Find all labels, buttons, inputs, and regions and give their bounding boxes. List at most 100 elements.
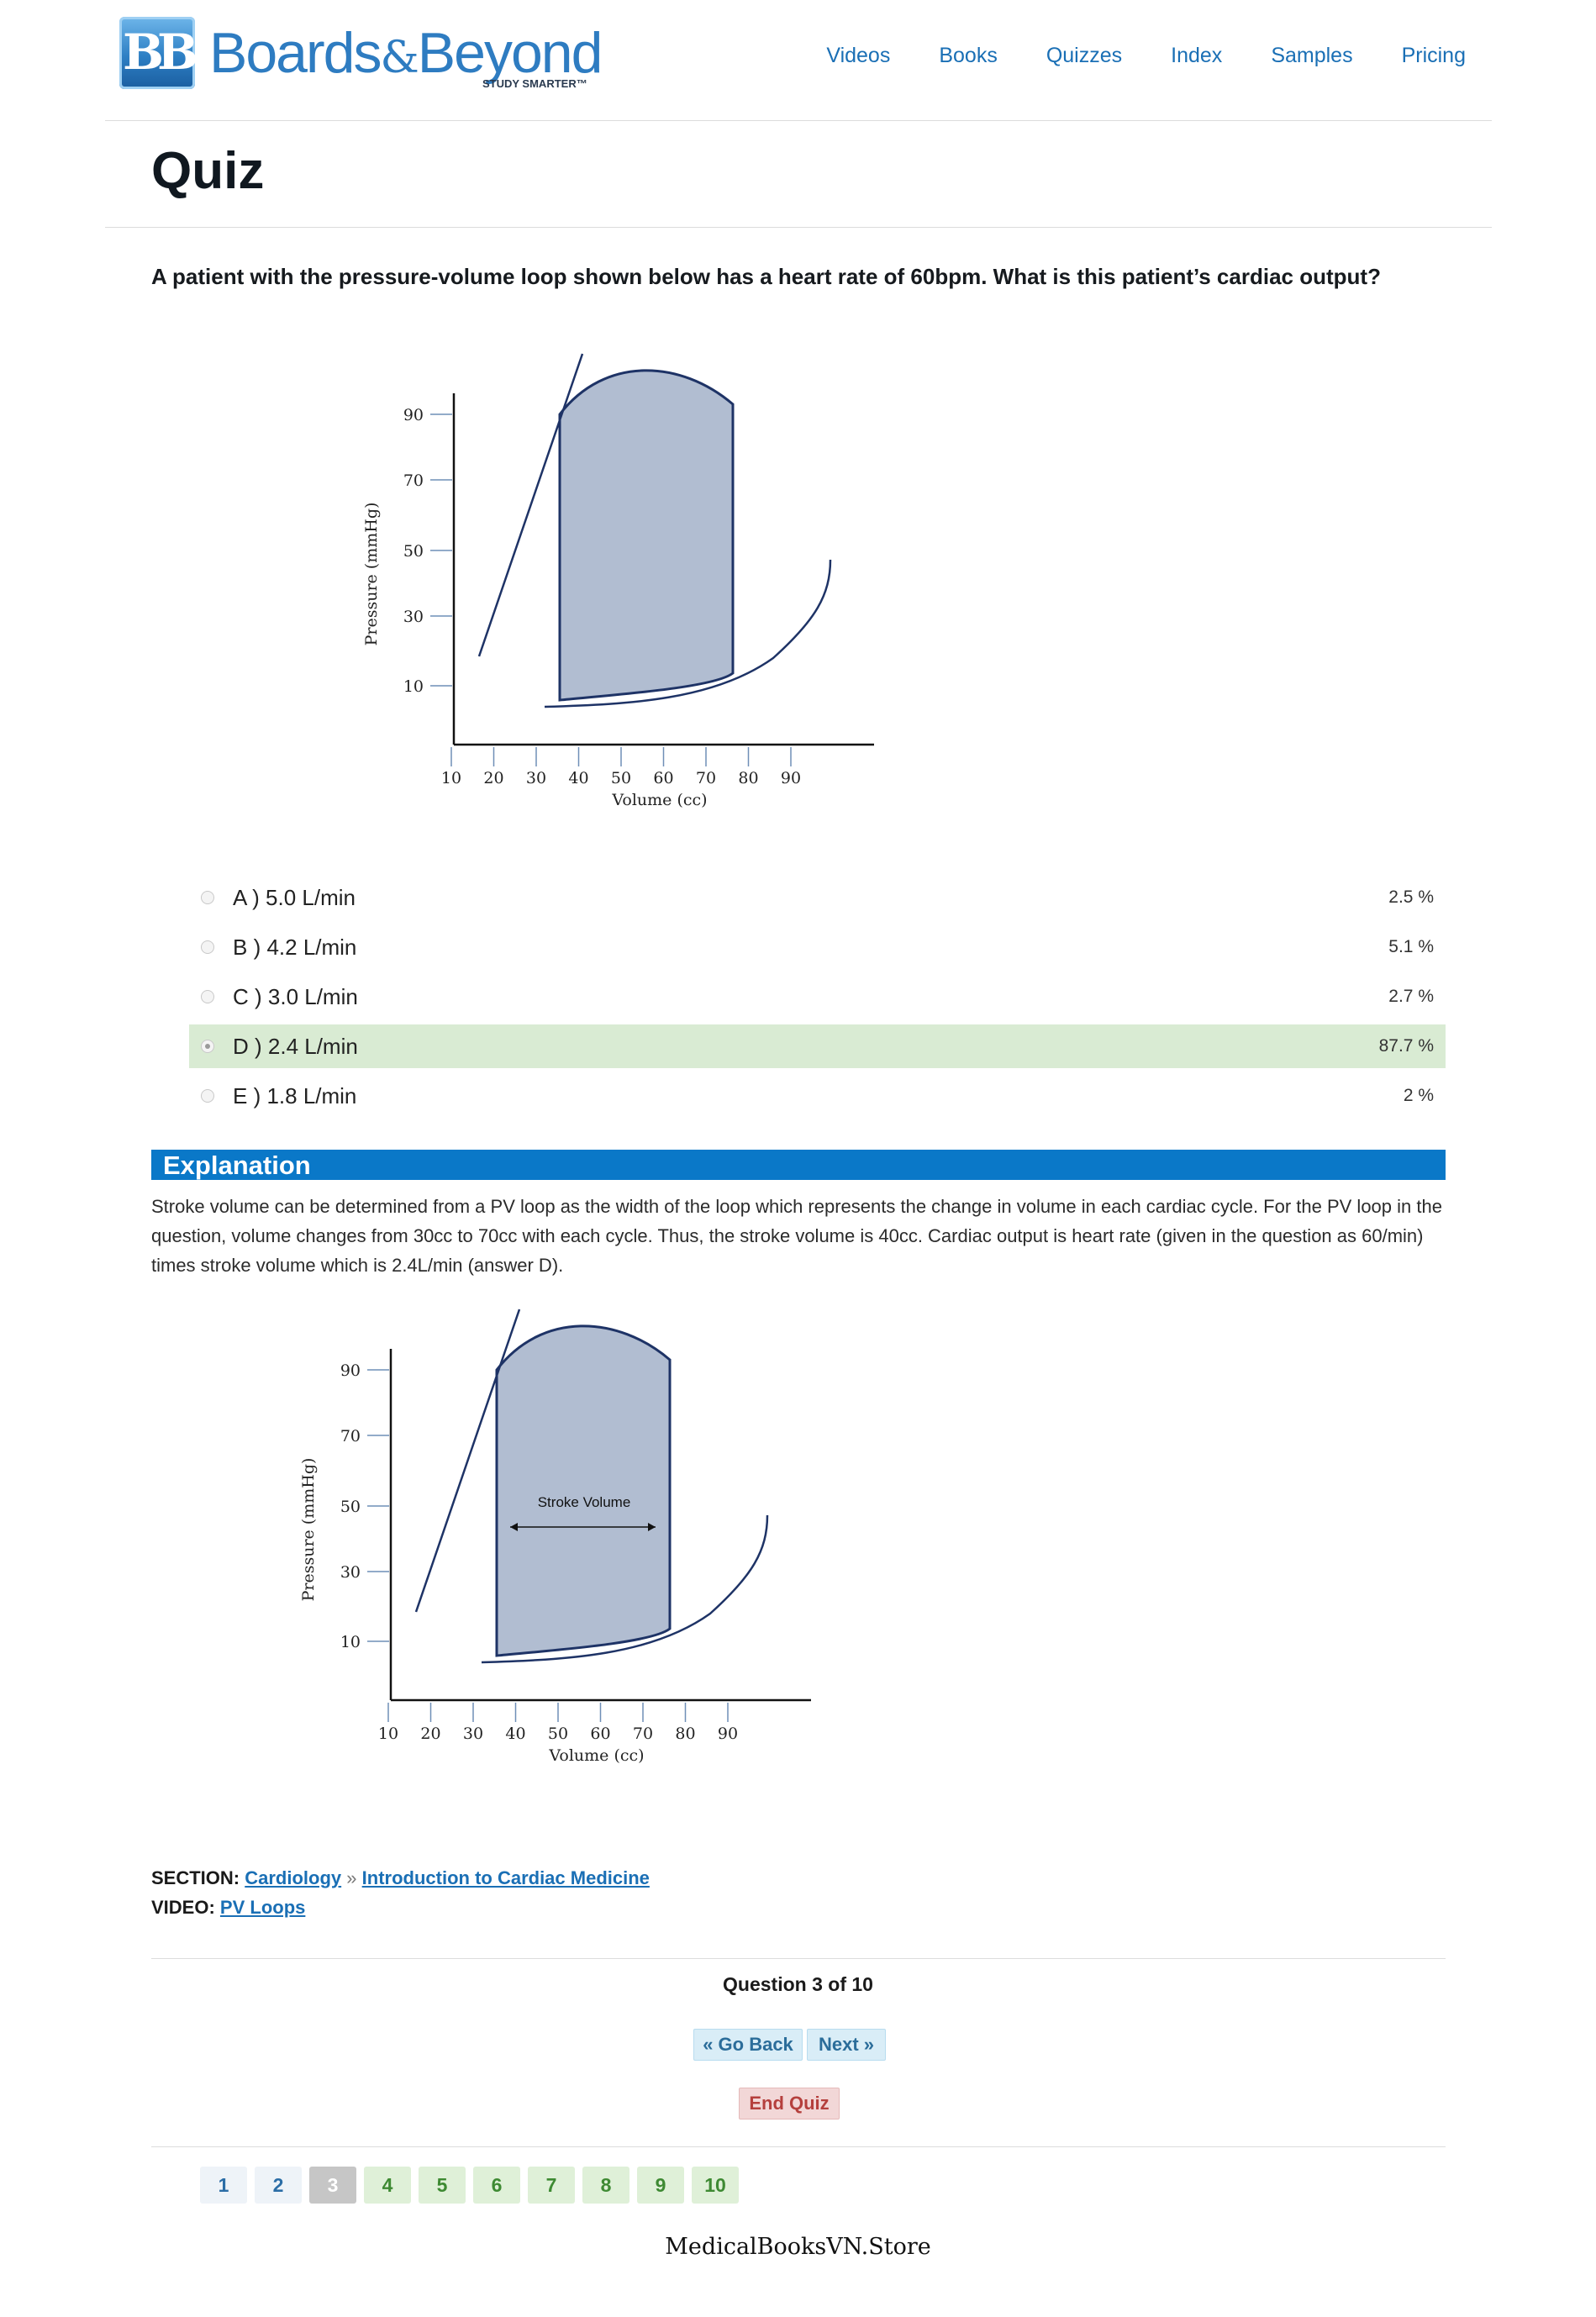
answer-list: A ) 5.0 L/min 2.5 % B ) 4.2 L/min 5.1 % … bbox=[189, 876, 1446, 1124]
watermark: MedicalBooksVN.Store bbox=[665, 2234, 931, 2260]
answer-option-d[interactable]: D ) 2.4 L/min 87.7 % bbox=[189, 1024, 1446, 1068]
video-link[interactable]: PV Loops bbox=[219, 1897, 306, 1918]
espvr-line bbox=[414, 1309, 521, 1613]
nav-quizzes[interactable]: Quizzes bbox=[1046, 44, 1123, 67]
answer-label: A ) 5.0 L/min bbox=[233, 885, 356, 910]
answer-option-c[interactable]: C ) 3.0 L/min 2.7 % bbox=[189, 975, 1446, 1019]
go-back-button[interactable]: « Go Back bbox=[693, 2029, 803, 2061]
nav-index[interactable]: Index bbox=[1171, 44, 1223, 67]
stroke-volume-label: Stroke Volume bbox=[538, 1494, 631, 1510]
arrow-left-icon bbox=[510, 1523, 518, 1531]
explanation-heading: Explanation bbox=[163, 1151, 311, 1180]
logo-badge-icon: BB bbox=[119, 17, 198, 89]
pager-item-4[interactable]: 4 bbox=[364, 2167, 411, 2204]
x-tick-label: 20 bbox=[483, 769, 503, 787]
x-tick-label: 80 bbox=[675, 1725, 695, 1743]
y-axis-label: Pressure (mmHg) bbox=[299, 1458, 318, 1602]
pv-loop-area bbox=[495, 1324, 672, 1657]
x-tick-label: 70 bbox=[696, 769, 716, 787]
x-tick-label: 60 bbox=[653, 769, 673, 787]
video-line: VIDEO: PV Loops bbox=[151, 1897, 305, 1919]
y-tick-label: 10 bbox=[403, 677, 424, 696]
answer-option-b[interactable]: B ) 4.2 L/min 5.1 % bbox=[189, 925, 1446, 969]
radio-icon[interactable] bbox=[201, 1089, 214, 1103]
pager-item-9[interactable]: 9 bbox=[637, 2167, 684, 2204]
site-logo[interactable]: BB Boards&Beyond STUDY SMARTER™ bbox=[119, 17, 607, 92]
edpvr-curve bbox=[481, 1514, 769, 1664]
x-tick-label: 50 bbox=[548, 1725, 568, 1743]
next-button[interactable]: Next » bbox=[807, 2029, 886, 2061]
logo-text: Boards&Beyond bbox=[209, 21, 603, 85]
y-tick-label: 70 bbox=[340, 1427, 361, 1445]
pager-item-2[interactable]: 2 bbox=[255, 2167, 302, 2204]
x-axis-label: Volume (cc) bbox=[611, 791, 707, 809]
pager-divider bbox=[151, 2146, 1446, 2147]
radio-icon[interactable] bbox=[201, 990, 214, 1003]
radio-checked-icon[interactable] bbox=[201, 1040, 214, 1053]
nav-samples[interactable]: Samples bbox=[1271, 44, 1353, 67]
pager-item-7[interactable]: 7 bbox=[528, 2167, 575, 2204]
nav-books[interactable]: Books bbox=[939, 44, 998, 67]
main-nav: Videos Books Quizzes Index Samples Prici… bbox=[826, 44, 1466, 68]
pv-loop-chart: 90 70 50 30 10 10 20 30 40 50 60 70 80 90 Volume (cc) P… bbox=[362, 353, 874, 809]
breadcrumb-separator: » bbox=[346, 1867, 357, 1888]
y-axis-label: Pressure (mmHg) bbox=[362, 503, 381, 646]
pager-item-10[interactable]: 10 bbox=[692, 2167, 739, 2204]
arrow-right-icon bbox=[648, 1523, 656, 1531]
answer-label: E ) 1.8 L/min bbox=[233, 1083, 357, 1108]
y-tick-label: 30 bbox=[403, 608, 424, 626]
answer-option-a[interactable]: A ) 5.0 L/min 2.5 % bbox=[189, 876, 1446, 919]
end-quiz-button[interactable]: End Quiz bbox=[739, 2088, 840, 2120]
page-title: Quiz bbox=[151, 142, 265, 200]
section-line: SECTION: Cardiology » Introduction to Ca… bbox=[151, 1867, 650, 1889]
pv-loop-area bbox=[558, 369, 735, 702]
espvr-line bbox=[477, 353, 584, 657]
y-tick-label: 10 bbox=[340, 1633, 361, 1651]
answer-percent: 87.7 % bbox=[1378, 1036, 1434, 1056]
x-tick-label: 40 bbox=[505, 1725, 525, 1743]
x-tick-label: 40 bbox=[568, 769, 588, 787]
y-tick-label: 50 bbox=[403, 542, 424, 561]
pager-item-8[interactable]: 8 bbox=[582, 2167, 629, 2204]
radio-icon[interactable] bbox=[201, 940, 214, 954]
question-pager: 1 2 3 4 5 6 7 8 9 10 bbox=[200, 2167, 739, 2204]
answer-percent: 2 % bbox=[1403, 1086, 1434, 1105]
answer-option-e[interactable]: E ) 1.8 L/min 2 % bbox=[189, 1074, 1446, 1118]
nav-videos[interactable]: Videos bbox=[826, 44, 891, 67]
answer-percent: 2.7 % bbox=[1388, 987, 1434, 1006]
x-tick-label: 60 bbox=[590, 1725, 610, 1743]
x-tick-label: 20 bbox=[420, 1725, 440, 1743]
logo-tagline: STUDY SMARTER™ bbox=[482, 77, 587, 90]
x-tick-label: 30 bbox=[526, 769, 546, 787]
header-divider bbox=[105, 120, 1492, 121]
x-tick-label: 80 bbox=[738, 769, 758, 787]
pager-item-3[interactable]: 3 bbox=[309, 2167, 356, 2204]
title-divider bbox=[105, 227, 1492, 228]
pager-item-1[interactable]: 1 bbox=[200, 2167, 247, 2204]
video-label: VIDEO: bbox=[151, 1897, 215, 1918]
pager-item-6[interactable]: 6 bbox=[473, 2167, 520, 2204]
x-tick-label: 50 bbox=[611, 769, 631, 787]
radio-icon[interactable] bbox=[201, 891, 214, 904]
answer-label: C ) 3.0 L/min bbox=[233, 984, 358, 1009]
y-tick-label: 30 bbox=[340, 1563, 361, 1582]
question-figure: 90 70 50 30 10 10 20 30 40 50 60 70 80 90 Volume (cc) P… bbox=[353, 343, 891, 818]
nav-divider bbox=[151, 1958, 1446, 1959]
question-counter: Question 3 of 10 bbox=[723, 1973, 873, 1995]
answer-label: B ) 4.2 L/min bbox=[233, 935, 357, 960]
section-link-intro[interactable]: Introduction to Cardiac Medicine bbox=[361, 1867, 650, 1888]
explanation-text: Stroke volume can be determined from a P… bbox=[151, 1196, 1442, 1276]
section-link-cardiology[interactable]: Cardiology bbox=[245, 1867, 342, 1888]
x-tick-label: 90 bbox=[781, 769, 801, 787]
x-axis-label: Volume (cc) bbox=[548, 1746, 644, 1765]
y-tick-label: 70 bbox=[403, 471, 424, 490]
x-tick-label: 10 bbox=[441, 769, 461, 787]
answer-label: D ) 2.4 L/min bbox=[233, 1034, 358, 1059]
question-text: A patient with the pressure-volume loop … bbox=[151, 264, 1381, 289]
pager-item-5[interactable]: 5 bbox=[419, 2167, 466, 2204]
y-tick-label: 90 bbox=[403, 406, 424, 424]
answer-percent: 2.5 % bbox=[1388, 887, 1434, 907]
nav-pricing[interactable]: Pricing bbox=[1401, 44, 1466, 67]
x-tick-label: 90 bbox=[718, 1725, 738, 1743]
